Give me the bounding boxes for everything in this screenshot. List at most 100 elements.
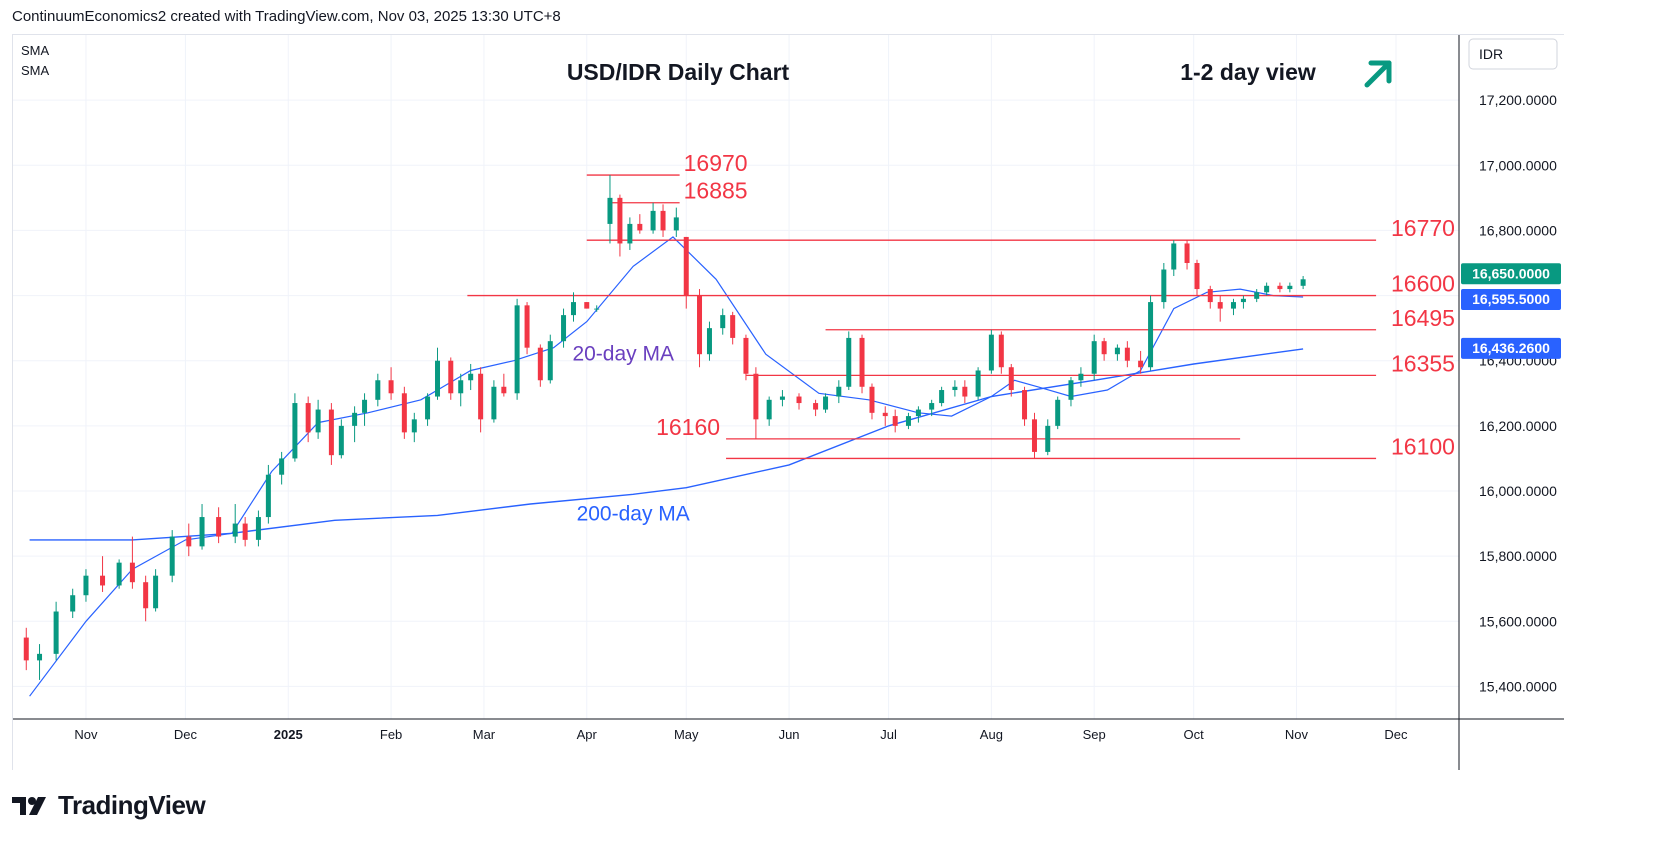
candle-body (216, 517, 222, 537)
candle-body (779, 396, 785, 400)
level-label-16160: 16160 (656, 414, 720, 440)
chart-area[interactable]: Nov Dec 2025 Feb Mar Apr May Jun Jul Aug Sep Oct Nov… (12, 34, 1564, 770)
candle-body (660, 210, 666, 231)
candle-body (468, 373, 474, 381)
price-badge-label: 16,436.2600 (1472, 340, 1550, 356)
candle-body (352, 412, 358, 426)
price-badge (1461, 263, 1561, 285)
level-label-16600: 16600 (1391, 271, 1455, 297)
candle-body (83, 575, 89, 596)
candle-body (328, 409, 334, 456)
currency-label: IDR (1479, 46, 1503, 62)
candle-body (892, 416, 898, 426)
candle-body (1171, 243, 1177, 270)
candle-body (153, 575, 159, 609)
candle-body (448, 360, 454, 394)
candle-body (796, 396, 802, 404)
candle-body (1161, 269, 1167, 303)
price-badge-label: 16,650.0000 (1472, 265, 1550, 281)
candle-body (706, 328, 712, 355)
price-badge (1461, 337, 1561, 359)
view-label: 1-2 day view (1180, 59, 1316, 85)
x-tick-label: Nov (74, 727, 98, 742)
y-tick-label: 17,000.0000 (1479, 157, 1557, 173)
candle-body (743, 337, 749, 374)
ma20-annotation: 20-day MA (572, 343, 674, 366)
x-tick-label: 2025 (274, 727, 303, 742)
chart-title: USD/IDR Daily Chart (567, 59, 790, 85)
candle-body (1217, 302, 1223, 309)
y-tick-label: 15,400.0000 (1479, 678, 1557, 694)
candle-body (458, 380, 464, 394)
x-tick-label: Feb (380, 727, 402, 742)
candle-body (673, 217, 679, 231)
candle-body (265, 474, 271, 518)
candle-body (617, 197, 623, 244)
candle-body (1277, 285, 1283, 290)
candle-body (116, 562, 122, 586)
candle-body (1207, 289, 1213, 303)
x-tick-label: Dec (1384, 727, 1408, 742)
candle-body (491, 386, 497, 420)
ma20-line (29, 236, 1304, 697)
candle-body (37, 653, 43, 661)
candle-body (1230, 302, 1236, 309)
indicator-label: SMA (21, 63, 50, 78)
tradingview-footer[interactable]: TradingView (12, 790, 206, 821)
level-label-16100: 16100 (1391, 433, 1455, 459)
candle-body (169, 536, 175, 576)
tradingview-brand: TradingView (58, 790, 206, 820)
y-tick-label: 16,800.0000 (1479, 222, 1557, 238)
y-tick-label: 17,200.0000 (1479, 92, 1557, 108)
candle-body (478, 373, 484, 420)
candle-body (607, 197, 613, 224)
arrow-up-right-icon (1364, 60, 1392, 88)
candle-body (1031, 419, 1037, 452)
x-tick-label: Oct (1184, 727, 1205, 742)
candle-body (836, 386, 842, 397)
candle-body (570, 302, 576, 316)
candle-body (411, 419, 417, 433)
candle-body (1194, 263, 1200, 290)
candle-body (1008, 367, 1014, 391)
candle-body (435, 360, 441, 397)
candle-body (292, 403, 298, 459)
candle-body (143, 582, 149, 609)
candle-body (501, 386, 507, 394)
candle-body (813, 403, 819, 410)
y-tick-label: 15,600.0000 (1479, 613, 1557, 629)
x-tick-label: Nov (1285, 727, 1309, 742)
candle-body (129, 562, 135, 583)
level-label-16770: 16770 (1391, 215, 1455, 241)
chart-attribution: ContinuumEconomics2 created with Trading… (12, 8, 561, 25)
candle-body (232, 523, 238, 537)
candle-body (388, 380, 394, 394)
candle-body (1078, 373, 1084, 381)
candle-body (401, 393, 407, 433)
candle-body (255, 517, 261, 540)
x-tick-label: Mar (473, 727, 496, 742)
candle-body (939, 390, 945, 404)
candle-body (1240, 298, 1246, 303)
candle-body (1148, 302, 1154, 368)
candle-body (720, 315, 726, 329)
candle-body (23, 637, 29, 661)
candle-body (537, 347, 543, 381)
candle-body (547, 341, 553, 381)
usd-idr-chart[interactable]: Nov Dec 2025 Feb Mar Apr May Jun Jul Aug Sep Oct Nov… (13, 35, 1564, 770)
candle-body (242, 523, 248, 540)
level-label-16970: 16970 (684, 150, 748, 176)
y-tick-label: 15,800.0000 (1479, 548, 1557, 564)
candle-body (186, 536, 192, 547)
candle-body (869, 386, 875, 413)
candle-body (594, 308, 600, 310)
candle-body (425, 396, 431, 420)
candle-body (952, 386, 958, 391)
candle-body (338, 425, 344, 456)
x-tick-label: Sep (1083, 727, 1106, 742)
x-tick-label: Dec (174, 727, 198, 742)
candle-body (823, 396, 829, 410)
candle-body (1124, 347, 1130, 361)
x-tick-label: Apr (577, 727, 598, 742)
candle-body (929, 403, 935, 410)
